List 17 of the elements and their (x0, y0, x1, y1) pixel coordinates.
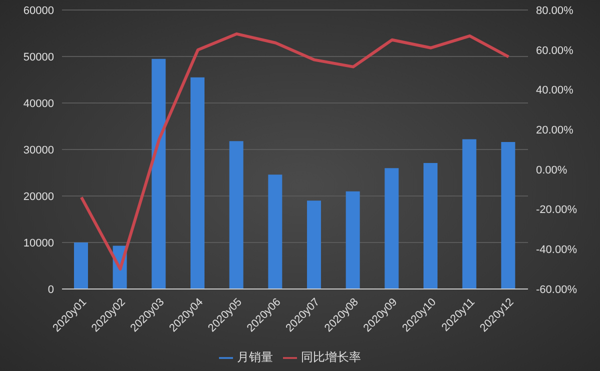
y-tick-label: 10000 (23, 237, 54, 250)
y-tick-label: 50000 (23, 51, 54, 64)
y2-tick-label: -60.00% (536, 284, 578, 296)
y2-tick-label: 20.00% (536, 124, 574, 136)
y2-tick-label: 40.00% (536, 84, 574, 97)
y2-tick-label: 0.00% (536, 164, 568, 176)
y2-tick-label: -20.00% (536, 204, 578, 216)
legend-label: 同比增长率 (301, 350, 361, 364)
y-tick-label: 40000 (23, 98, 54, 110)
y-tick-label: 30000 (23, 144, 54, 156)
y2-tick-label: 80.00% (536, 4, 574, 17)
y2-tick-label: -40.00% (536, 244, 578, 256)
y-tick-label: 0 (48, 284, 54, 296)
y-tick-label: 60000 (23, 4, 54, 17)
y2-tick-label: 60.00% (536, 44, 574, 57)
legend-label: 月销量 (237, 350, 273, 364)
y-tick-label: 20000 (23, 190, 54, 203)
